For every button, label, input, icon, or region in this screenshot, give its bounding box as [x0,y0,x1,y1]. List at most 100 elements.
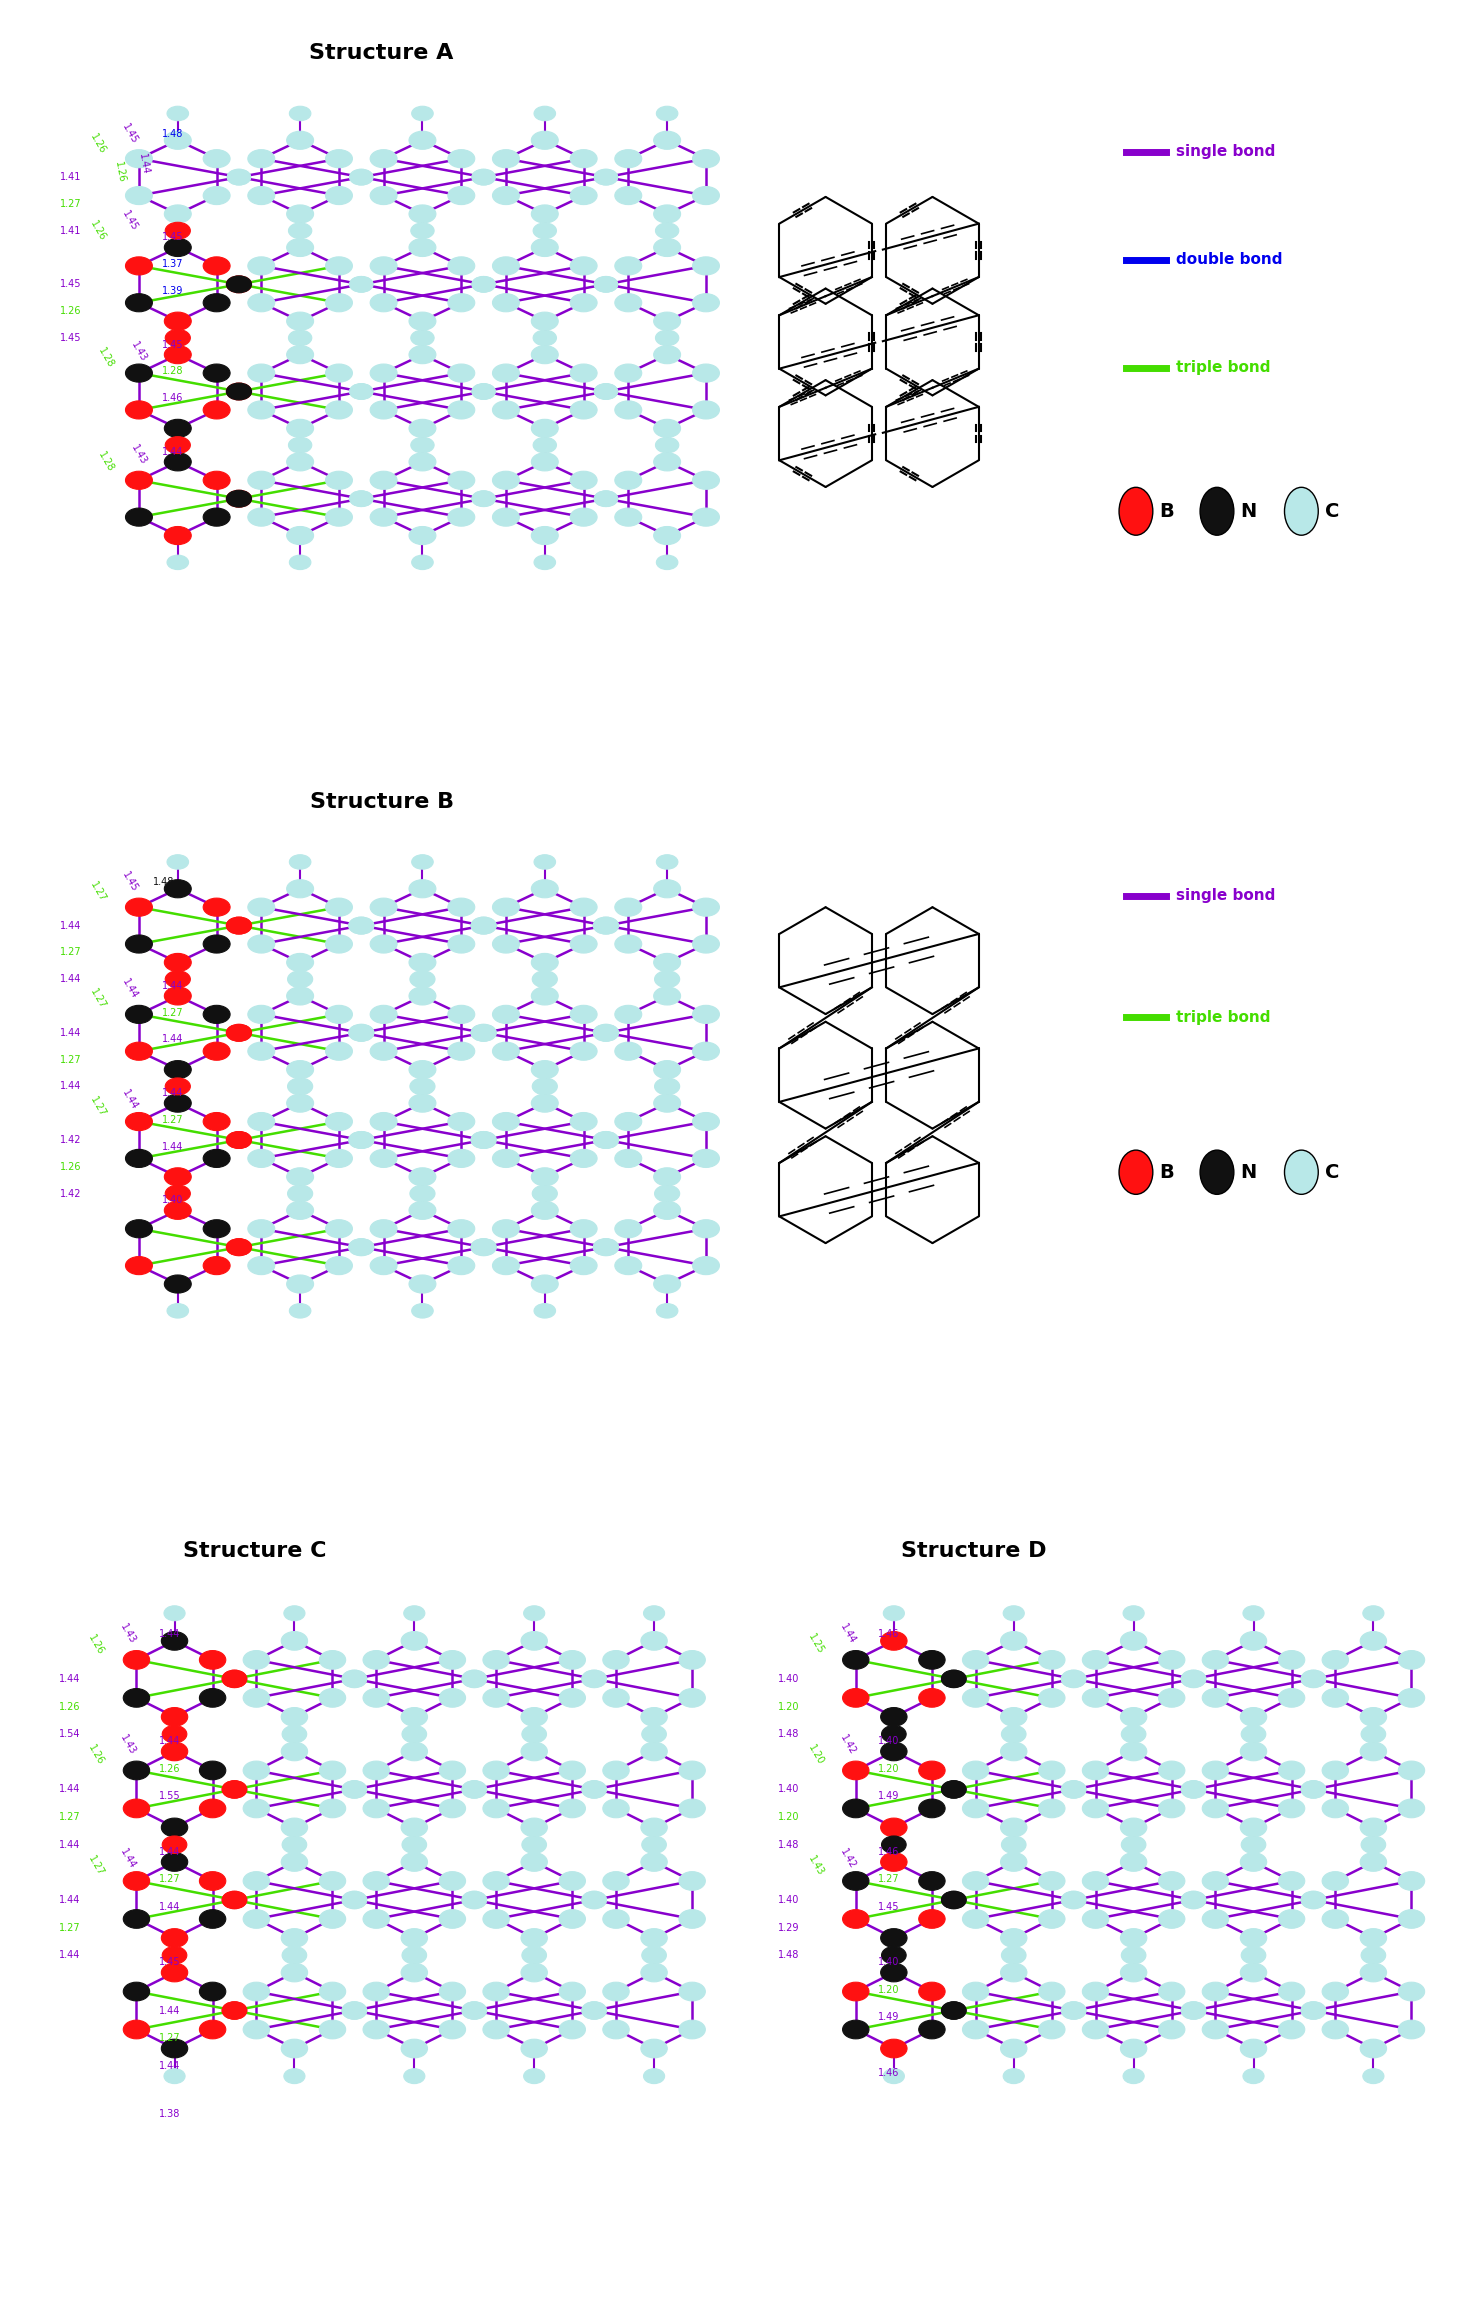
Ellipse shape [286,880,314,898]
Ellipse shape [289,1303,311,1317]
Ellipse shape [473,170,495,184]
Ellipse shape [653,240,681,256]
Ellipse shape [410,240,436,256]
Ellipse shape [843,2020,869,2038]
Ellipse shape [410,1186,435,1202]
Ellipse shape [471,917,496,935]
Text: 1.26: 1.26 [59,1702,81,1711]
Ellipse shape [693,295,719,311]
Ellipse shape [531,1062,558,1078]
Ellipse shape [282,1946,307,1964]
Ellipse shape [349,276,373,292]
Ellipse shape [163,1725,186,1743]
Ellipse shape [533,438,556,454]
Ellipse shape [164,880,191,898]
Ellipse shape [693,150,719,168]
Ellipse shape [226,276,251,292]
Ellipse shape [1123,1605,1144,1621]
Ellipse shape [125,1006,153,1023]
Ellipse shape [471,1239,496,1255]
Ellipse shape [843,1983,869,2001]
Ellipse shape [244,2020,270,2038]
Ellipse shape [533,1186,558,1202]
Ellipse shape [473,276,495,292]
Text: 1.27: 1.27 [159,1875,181,1884]
Ellipse shape [370,295,396,311]
Ellipse shape [1120,1707,1147,1727]
Ellipse shape [615,258,642,274]
Ellipse shape [282,1631,308,1651]
Ellipse shape [167,1303,188,1317]
Ellipse shape [286,345,314,364]
Ellipse shape [593,1025,618,1041]
Ellipse shape [693,1112,719,1131]
Text: 1.45: 1.45 [159,1958,181,1967]
Text: C: C [1326,1163,1339,1181]
Ellipse shape [1284,1149,1318,1195]
Ellipse shape [326,1112,352,1131]
Ellipse shape [282,1707,308,1727]
Text: 1.44: 1.44 [60,1082,81,1092]
Ellipse shape [603,2020,630,2038]
Ellipse shape [615,401,642,419]
Ellipse shape [1361,1928,1387,1948]
Ellipse shape [342,2001,367,2020]
Ellipse shape [521,1707,548,1727]
Ellipse shape [228,170,251,184]
Text: 1.27: 1.27 [159,2034,181,2043]
Ellipse shape [653,527,681,544]
Ellipse shape [603,1651,630,1670]
Ellipse shape [655,438,678,454]
Text: 1.44: 1.44 [159,2006,181,2015]
Ellipse shape [593,917,618,935]
Ellipse shape [222,2001,247,2020]
Ellipse shape [448,295,474,311]
Ellipse shape [1082,2020,1108,2038]
Ellipse shape [439,2020,465,2038]
Ellipse shape [125,187,153,205]
Text: Structure A: Structure A [310,44,454,62]
Ellipse shape [653,1062,681,1078]
Text: 1.42: 1.42 [60,1135,81,1145]
Ellipse shape [448,1043,474,1059]
Ellipse shape [1202,1872,1229,1891]
Ellipse shape [248,1221,275,1237]
Ellipse shape [1001,2038,1028,2059]
Ellipse shape [203,295,230,311]
Ellipse shape [349,276,373,292]
Ellipse shape [349,917,374,935]
Ellipse shape [492,364,520,382]
Ellipse shape [326,1221,352,1237]
Ellipse shape [342,2001,367,2020]
Text: 1.49: 1.49 [878,2013,900,2022]
Ellipse shape [1082,1909,1108,1928]
Text: 1.44: 1.44 [161,981,184,990]
Text: 1.26: 1.26 [60,1161,81,1172]
Ellipse shape [244,1799,270,1817]
Ellipse shape [282,1817,308,1838]
Ellipse shape [963,1688,989,1707]
Ellipse shape [471,1131,496,1149]
Ellipse shape [462,1780,486,1799]
Text: 1.27: 1.27 [60,1055,81,1064]
Text: 1.44: 1.44 [159,1902,181,1911]
Ellipse shape [349,491,373,507]
Text: 1.28: 1.28 [97,449,116,474]
Ellipse shape [1120,1817,1147,1838]
Text: N: N [1240,1163,1257,1181]
Ellipse shape [919,1872,945,1891]
Text: 1.54: 1.54 [59,1730,81,1739]
Ellipse shape [226,276,251,292]
Ellipse shape [570,509,597,525]
Ellipse shape [125,1257,153,1274]
Ellipse shape [286,1202,314,1218]
Text: 1.45: 1.45 [120,871,139,894]
Ellipse shape [286,988,314,1004]
Ellipse shape [226,382,251,401]
Ellipse shape [1158,1762,1185,1780]
Ellipse shape [1082,1799,1108,1817]
Ellipse shape [200,1688,226,1707]
Ellipse shape [1061,1780,1086,1799]
Ellipse shape [226,491,251,507]
Ellipse shape [603,1762,630,1780]
